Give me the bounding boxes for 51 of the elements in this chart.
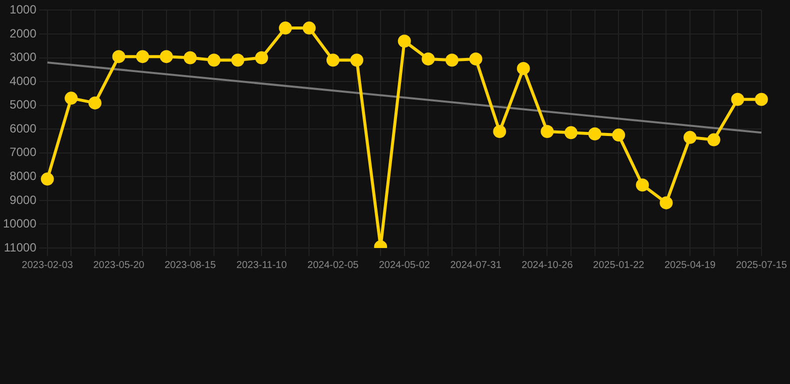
x-tick-label: 2025-04-19	[664, 260, 716, 271]
point	[469, 52, 482, 66]
x-tick-label: 2024-07-31	[450, 260, 502, 271]
y-tick-label: 4000	[10, 74, 37, 88]
point	[136, 50, 150, 64]
point	[636, 178, 649, 192]
point	[540, 124, 554, 138]
point	[754, 92, 768, 106]
x-tick-label: 2024-10-26	[522, 260, 574, 271]
x-tick-label: 2025-07-15	[736, 260, 788, 271]
point	[588, 127, 602, 140]
y-tick-label: 10000	[2, 216, 37, 231]
point	[564, 126, 578, 140]
y-tick-label: 3000	[10, 50, 37, 64]
point	[112, 50, 126, 64]
point	[184, 51, 197, 64]
point	[231, 54, 244, 67]
point	[255, 51, 268, 64]
y-tick-label: 1000	[10, 2, 37, 17]
point	[398, 34, 411, 48]
point	[446, 54, 458, 67]
y-tick-label: 7000	[10, 145, 37, 160]
x-tick-label: 2024-05-02	[378, 260, 430, 271]
x-tick-label: 2024-02-05	[307, 260, 360, 271]
point	[493, 124, 506, 138]
point	[160, 50, 173, 64]
point	[612, 128, 626, 142]
point	[684, 130, 697, 144]
y-tick-label: 9000	[10, 192, 37, 207]
x-tick-label: 2023-02-03	[22, 260, 74, 271]
point	[88, 96, 102, 110]
y-tick-label: 2000	[10, 26, 37, 40]
point	[516, 62, 530, 75]
point	[278, 22, 292, 35]
y-tick-label: 5000	[10, 98, 37, 112]
point	[207, 54, 220, 67]
x-tick-label: 2023-08-15	[164, 260, 216, 271]
point	[64, 92, 78, 105]
y-tick-label: 8000	[10, 168, 37, 183]
y-tick-label: 11000	[4, 240, 37, 254]
y-tick-label: 6000	[10, 121, 37, 136]
point	[422, 52, 435, 66]
x-tick-label: 2025-01-22	[593, 260, 645, 271]
point	[707, 133, 720, 146]
point	[302, 22, 316, 35]
point	[731, 92, 744, 106]
point	[350, 54, 364, 67]
x-tick-label: 2023-05-20	[93, 260, 145, 271]
x-tick-label: 2023-11-10	[236, 260, 288, 271]
point	[660, 196, 673, 210]
point	[326, 54, 340, 67]
